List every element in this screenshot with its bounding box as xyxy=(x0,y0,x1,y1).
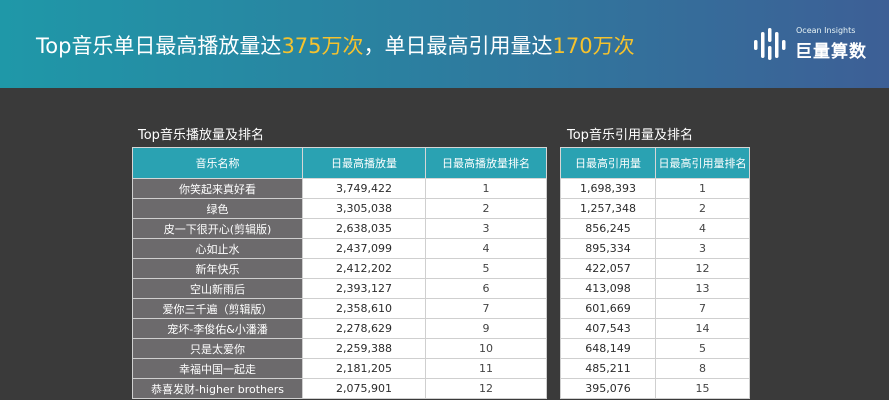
play-count-table: 音乐名称 日最高播放量 日最高播放量排名 你笑起来真好看 3,749,422 1 绿色… xyxy=(132,147,547,399)
max-plays-cell: 2,358,610 xyxy=(302,298,426,319)
max-plays-cell: 2,412,202 xyxy=(302,258,426,279)
citation-rank-cell: 8 xyxy=(655,358,750,379)
table-row: 爱你三千遍（剪辑版） 2,358,610 7 xyxy=(132,298,547,319)
table-row: 601,669 7 xyxy=(560,298,750,319)
citation-rank-cell: 15 xyxy=(655,378,750,399)
table-row: 485,211 8 xyxy=(560,358,750,379)
play-rank-cell: 10 xyxy=(425,338,547,359)
table-row: 宠坏-李俊佑&小潘潘 2,278,629 9 xyxy=(132,318,547,339)
table-row: 407,543 14 xyxy=(560,318,750,339)
citation-rank-cell: 3 xyxy=(655,238,750,259)
song-name-cell: 宠坏-李俊佑&小潘潘 xyxy=(132,318,303,339)
table-row: 幸福中国一起走 2,181,205 11 xyxy=(132,358,547,379)
citation-rank-cell: 12 xyxy=(655,258,750,279)
song-name-cell: 你笑起来真好看 xyxy=(132,178,303,199)
play-rank-cell: 1 xyxy=(425,178,547,199)
table-row: 新年快乐 2,412,202 5 xyxy=(132,258,547,279)
max-citations-cell: 895,334 xyxy=(560,238,656,259)
max-citations-cell: 422,057 xyxy=(560,258,656,279)
column-header-max-citations: 日最高引用量 xyxy=(560,147,656,179)
header-banner: Top音乐单日最高播放量达375万次，单日最高引用量达170万次 Ocean I… xyxy=(0,0,889,88)
citation-rank-cell: 14 xyxy=(655,318,750,339)
table-row: 皮一下很开心(剪辑版) 2,638,035 3 xyxy=(132,218,547,239)
table-row: 413,098 13 xyxy=(560,278,750,299)
play-rank-cell: 12 xyxy=(425,378,547,399)
max-plays-cell: 2,393,127 xyxy=(302,278,426,299)
table-row: 只是太爱你 2,259,388 10 xyxy=(132,338,547,359)
table-row: 1,698,393 1 xyxy=(560,178,750,199)
citation-rank-cell: 1 xyxy=(655,178,750,199)
max-citations-cell: 395,076 xyxy=(560,378,656,399)
citation-count-table: 日最高引用量 日最高引用量排名 1,698,393 1 1,257,348 2 856,… xyxy=(560,147,750,399)
citation-rank-cell: 13 xyxy=(655,278,750,299)
song-name-cell: 只是太爱你 xyxy=(132,338,303,359)
song-name-cell: 空山新雨后 xyxy=(132,278,303,299)
citation-rank-cell: 4 xyxy=(655,218,750,239)
song-name-cell: 幸福中国一起走 xyxy=(132,358,303,379)
play-rank-cell: 6 xyxy=(425,278,547,299)
table-row: 心如止水 2,437,099 4 xyxy=(132,238,547,259)
column-header-song-name: 音乐名称 xyxy=(132,147,303,179)
play-rank-cell: 11 xyxy=(425,358,547,379)
table-header-row: 音乐名称 日最高播放量 日最高播放量排名 xyxy=(132,147,547,179)
brand-logo: Ocean Insights 巨量算数 xyxy=(752,24,882,64)
max-plays-cell: 3,305,038 xyxy=(302,198,426,219)
song-name-cell: 新年快乐 xyxy=(132,258,303,279)
song-name-cell: 恭喜发财-higher brothers xyxy=(132,378,303,399)
max-citations-cell: 856,245 xyxy=(560,218,656,239)
table-row: 856,245 4 xyxy=(560,218,750,239)
headline-highlight-1: 375万次 xyxy=(281,34,364,58)
max-plays-cell: 2,075,901 xyxy=(302,378,426,399)
song-name-cell: 绿色 xyxy=(132,198,303,219)
max-citations-cell: 1,698,393 xyxy=(560,178,656,199)
max-citations-cell: 407,543 xyxy=(560,318,656,339)
max-plays-cell: 2,638,035 xyxy=(302,218,426,239)
max-plays-cell: 2,259,388 xyxy=(302,338,426,359)
table-row: 空山新雨后 2,393,127 6 xyxy=(132,278,547,299)
song-name-cell: 心如止水 xyxy=(132,238,303,259)
play-rank-cell: 2 xyxy=(425,198,547,219)
headline-text-1: Top音乐单日最高播放量达 xyxy=(36,34,282,58)
song-name-cell: 爱你三千遍（剪辑版） xyxy=(132,298,303,319)
logo-chinese-text: 巨量算数 xyxy=(795,42,867,62)
headline-text-2: ，单日最高引用量达 xyxy=(363,34,553,58)
table-header-row: 日最高引用量 日最高引用量排名 xyxy=(560,147,750,179)
play-rank-cell: 3 xyxy=(425,218,547,239)
page-headline: Top音乐单日最高播放量达375万次，单日最高引用量达170万次 xyxy=(36,30,635,60)
citation-rank-cell: 7 xyxy=(655,298,750,319)
column-header-play-rank: 日最高播放量排名 xyxy=(425,147,547,179)
play-rank-cell: 9 xyxy=(425,318,547,339)
column-header-citation-rank: 日最高引用量排名 xyxy=(655,147,750,179)
play-rank-cell: 4 xyxy=(425,238,547,259)
play-rank-cell: 7 xyxy=(425,298,547,319)
logo-english-text: Ocean Insights xyxy=(796,26,856,35)
citation-rank-cell: 2 xyxy=(655,198,750,219)
max-plays-cell: 2,278,629 xyxy=(302,318,426,339)
ocean-insights-logo-icon xyxy=(754,28,786,60)
table-row: 648,149 5 xyxy=(560,338,750,359)
max-citations-cell: 485,211 xyxy=(560,358,656,379)
table-row: 1,257,348 2 xyxy=(560,198,750,219)
max-plays-cell: 2,437,099 xyxy=(302,238,426,259)
table-row: 绿色 3,305,038 2 xyxy=(132,198,547,219)
max-citations-cell: 413,098 xyxy=(560,278,656,299)
table-row: 895,334 3 xyxy=(560,238,750,259)
table-row: 恭喜发财-higher brothers 2,075,901 12 xyxy=(132,378,547,399)
max-citations-cell: 601,669 xyxy=(560,298,656,319)
play-table-title: Top音乐播放量及排名 xyxy=(138,128,264,143)
max-plays-cell: 2,181,205 xyxy=(302,358,426,379)
column-header-max-plays: 日最高播放量 xyxy=(302,147,426,179)
table-row: 395,076 15 xyxy=(560,378,750,399)
song-name-cell: 皮一下很开心(剪辑版) xyxy=(132,218,303,239)
table-row: 你笑起来真好看 3,749,422 1 xyxy=(132,178,547,199)
max-citations-cell: 648,149 xyxy=(560,338,656,359)
max-citations-cell: 1,257,348 xyxy=(560,198,656,219)
citation-rank-cell: 5 xyxy=(655,338,750,359)
table-row: 422,057 12 xyxy=(560,258,750,279)
play-rank-cell: 5 xyxy=(425,258,547,279)
max-plays-cell: 3,749,422 xyxy=(302,178,426,199)
headline-highlight-2: 170万次 xyxy=(552,34,635,58)
cite-table-title: Top音乐引用量及排名 xyxy=(567,128,693,143)
